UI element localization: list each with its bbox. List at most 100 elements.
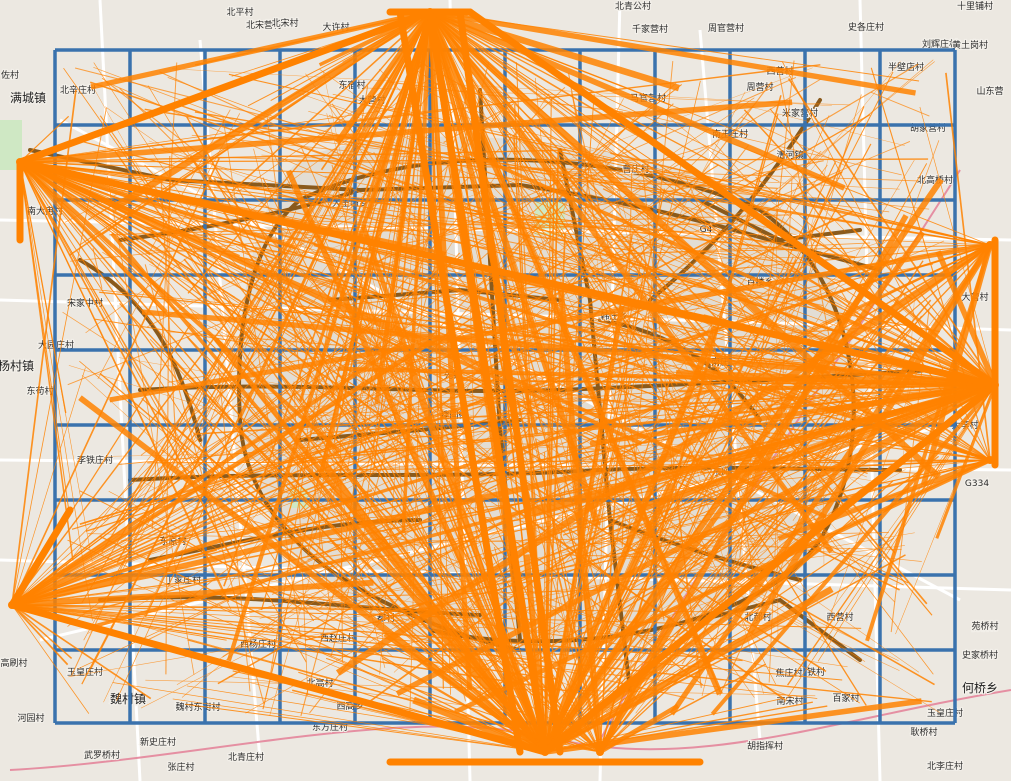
flow-line — [429, 11, 789, 290]
place-label: 苑桥村 — [971, 620, 998, 632]
flow-line — [170, 342, 332, 566]
flow-line — [293, 381, 309, 697]
flow-line — [18, 160, 341, 453]
flow-line — [187, 11, 431, 294]
flow-line — [514, 103, 674, 251]
flow-line — [393, 396, 689, 673]
flow-line — [304, 459, 991, 641]
flow-line — [11, 604, 818, 699]
flow-line — [587, 459, 991, 546]
flow-line — [398, 685, 816, 697]
place-label: 李铁庄村 — [77, 454, 113, 466]
flow-line — [261, 154, 900, 190]
flow-line — [106, 176, 195, 675]
flow-line — [11, 582, 122, 606]
flow-line — [322, 530, 828, 602]
flow-line — [245, 257, 645, 381]
place-label: 南桥村 — [971, 621, 998, 633]
flow-line-heavy — [466, 8, 999, 389]
flow-line — [429, 11, 771, 435]
flow-line — [140, 300, 342, 456]
flow-line — [317, 476, 321, 552]
flow-line — [185, 703, 546, 753]
flow-line — [489, 384, 996, 595]
place-label: 刘辉庄村 — [922, 38, 958, 50]
flow-line — [323, 586, 611, 702]
flow-line — [308, 110, 819, 242]
flow-line — [11, 604, 73, 659]
flow-line — [327, 104, 996, 386]
flow-line — [11, 171, 843, 606]
flow-line — [597, 316, 792, 404]
flow-line — [409, 65, 991, 461]
place-label: 北平村 — [226, 6, 253, 18]
flow-line — [11, 438, 413, 606]
flow-line — [144, 164, 639, 702]
flow-line — [520, 185, 678, 386]
flow-line — [513, 134, 546, 753]
flow-hub — [986, 241, 994, 249]
flow-line — [18, 160, 168, 314]
place-label: 胡指挥村 — [747, 740, 783, 752]
flow-line — [149, 109, 231, 252]
flow-line — [526, 61, 935, 393]
flow-line — [792, 447, 843, 521]
flow-line — [87, 456, 404, 634]
flow-line — [487, 212, 531, 404]
flow-line — [385, 264, 858, 616]
flow-hub — [986, 456, 994, 464]
place-label: 耿桥村 — [910, 726, 937, 738]
flow-line — [347, 330, 891, 368]
place-label: 新史庄村 — [140, 736, 176, 748]
flow-line — [309, 144, 749, 714]
flow-line — [684, 175, 814, 475]
flow-line — [316, 459, 991, 471]
flow-line — [769, 108, 996, 386]
flow-line — [11, 388, 605, 606]
flow-line — [429, 11, 595, 165]
major-road — [698, 198, 862, 243]
flow-line — [174, 102, 996, 386]
flow-line — [603, 155, 764, 694]
flow-line — [221, 251, 991, 461]
flow-line — [11, 604, 152, 700]
flow-line — [78, 244, 991, 670]
flow-line — [269, 285, 395, 716]
flow-line — [114, 247, 588, 512]
flow-hub — [991, 381, 999, 389]
flow-line — [392, 304, 601, 753]
flow-line — [148, 394, 642, 640]
major-road — [698, 597, 862, 662]
flow-line — [669, 243, 993, 716]
flow-line — [219, 318, 415, 640]
flow-line — [395, 371, 866, 662]
flow-line — [11, 604, 557, 680]
flow-line — [116, 11, 431, 563]
flow-line — [614, 107, 902, 176]
flow-line — [93, 66, 926, 381]
flow-line — [343, 324, 900, 366]
flow-line — [665, 164, 828, 389]
flow-line-heavy — [426, 8, 549, 756]
flow-line — [389, 612, 601, 753]
flow-line — [869, 244, 991, 330]
flow-line — [320, 11, 431, 171]
flow-line — [93, 62, 546, 753]
flow-line — [151, 62, 178, 530]
flow-line — [777, 387, 796, 448]
flow-line — [709, 319, 757, 590]
flow-line — [170, 331, 903, 392]
flow-line — [335, 242, 992, 676]
flow-line — [11, 604, 69, 666]
place-label: 史家桥村 — [962, 649, 998, 661]
flow-line — [226, 11, 433, 662]
flow-line — [532, 384, 996, 658]
flow-line — [839, 288, 904, 395]
flow-line — [147, 250, 372, 254]
flow-line — [535, 137, 991, 461]
flow-line — [307, 488, 824, 560]
flow-line — [609, 250, 822, 711]
flow-line — [11, 389, 711, 607]
